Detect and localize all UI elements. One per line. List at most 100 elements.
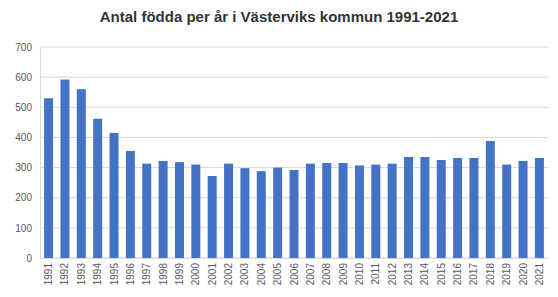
bar xyxy=(93,119,102,258)
x-tick-label: 2000 xyxy=(190,263,201,286)
y-tick: 700 xyxy=(15,42,32,53)
x-tick: 2003 xyxy=(239,263,250,286)
x-tick-label: 1993 xyxy=(76,263,87,286)
y-tick: 600 xyxy=(15,72,32,83)
x-tick: 2010 xyxy=(354,263,365,286)
bar xyxy=(535,158,544,258)
bar xyxy=(44,98,53,258)
x-tick: 1997 xyxy=(141,263,152,286)
bar xyxy=(142,164,151,258)
y-tick: 200 xyxy=(15,192,32,203)
x-tick: 2006 xyxy=(289,263,300,286)
x-tick: 2017 xyxy=(468,263,479,286)
x-axis-line xyxy=(41,258,549,259)
grid-line xyxy=(40,47,548,48)
y-tick: 0 xyxy=(26,253,32,264)
y-axis: 0 100 200 300 400 500 600 700 xyxy=(15,42,40,264)
x-tick: 2001 xyxy=(207,263,218,286)
y-tick: 300 xyxy=(15,162,32,173)
y-tick-label: 0 xyxy=(26,253,32,264)
bar xyxy=(502,165,511,258)
y-tick-label: 700 xyxy=(15,42,32,53)
x-tick-label: 2015 xyxy=(436,263,447,286)
x-tick-label: 2011 xyxy=(370,263,381,285)
x-tick: 1995 xyxy=(109,263,120,286)
x-tick-label: 1992 xyxy=(59,263,70,286)
x-tick: 2021 xyxy=(534,263,545,286)
x-tick-label: 2012 xyxy=(387,263,398,286)
bar xyxy=(306,164,315,258)
chart-title: Antal födda per år i Västerviks kommun 1… xyxy=(100,8,458,25)
grid-line xyxy=(40,107,548,108)
bar xyxy=(126,151,135,258)
x-tick-label: 2016 xyxy=(452,263,463,286)
bar xyxy=(273,168,282,258)
bar xyxy=(240,168,249,258)
y-tick-label: 300 xyxy=(15,162,32,173)
y-tick-label: 200 xyxy=(15,192,32,203)
bar xyxy=(77,89,86,258)
y-tick: 100 xyxy=(15,223,32,234)
x-tick: 2013 xyxy=(403,263,414,286)
x-tick: 2008 xyxy=(321,263,332,286)
y-tick-label: 100 xyxy=(15,223,32,234)
bar xyxy=(290,170,299,258)
bar xyxy=(60,80,69,258)
bar xyxy=(159,161,168,258)
bar xyxy=(322,163,331,258)
bars xyxy=(44,80,544,258)
x-tick: 2015 xyxy=(436,263,447,286)
x-tick: 2011 xyxy=(370,263,381,285)
x-tick-label: 2019 xyxy=(501,263,512,286)
x-tick-label: 2004 xyxy=(256,263,267,286)
x-tick-label: 2002 xyxy=(223,263,234,286)
chart: Antal födda per år i Västerviks kommun 1… xyxy=(0,0,558,297)
y-tick-label: 400 xyxy=(15,132,32,143)
x-tick: 2000 xyxy=(190,263,201,286)
x-tick-label: 2009 xyxy=(338,263,349,286)
bar xyxy=(453,158,462,258)
x-tick-label: 1994 xyxy=(92,263,103,286)
y-tick: 400 xyxy=(15,132,32,143)
x-tick: 1993 xyxy=(76,263,87,286)
x-tick: 2009 xyxy=(338,263,349,286)
bar xyxy=(339,163,348,258)
x-tick: 2018 xyxy=(485,263,496,286)
bar xyxy=(388,164,397,258)
x-axis: 1991 1992 1993 1994 1995 1996 1997 1998 1999 2000… xyxy=(41,259,549,286)
x-tick: 2020 xyxy=(518,263,529,286)
x-tick: 1994 xyxy=(92,263,103,286)
y-tick: 500 xyxy=(15,102,32,113)
bar xyxy=(469,158,478,258)
x-tick: 1991 xyxy=(43,263,54,286)
x-tick-label: 1998 xyxy=(158,263,169,286)
x-tick-label: 1999 xyxy=(174,263,185,286)
bar xyxy=(519,161,528,258)
bar xyxy=(437,160,446,258)
x-tick-label: 2010 xyxy=(354,263,365,286)
x-tick-label: 1997 xyxy=(141,263,152,286)
bar xyxy=(257,171,266,258)
bar xyxy=(224,164,233,258)
x-tick-label: 2021 xyxy=(534,263,545,286)
plot: 0100200300400500600700199119921993199419… xyxy=(15,42,548,286)
x-tick: 1996 xyxy=(125,263,136,286)
x-tick-label: 2013 xyxy=(403,263,414,286)
grid-line xyxy=(40,77,548,78)
bar xyxy=(404,157,413,258)
x-tick: 2012 xyxy=(387,263,398,286)
x-tick: 2016 xyxy=(452,263,463,286)
bar xyxy=(486,141,495,258)
x-tick-label: 2006 xyxy=(289,263,300,286)
x-tick: 2019 xyxy=(501,263,512,286)
x-tick-label: 2018 xyxy=(485,263,496,286)
x-tick-label: 2008 xyxy=(321,263,332,286)
bar xyxy=(110,133,119,258)
x-tick-label: 2001 xyxy=(207,263,218,286)
x-tick: 1999 xyxy=(174,263,185,286)
x-tick: 2004 xyxy=(256,263,267,286)
x-tick: 2014 xyxy=(419,263,430,286)
x-tick: 1992 xyxy=(59,263,70,286)
bar xyxy=(420,157,429,258)
x-tick-label: 2020 xyxy=(518,263,529,286)
